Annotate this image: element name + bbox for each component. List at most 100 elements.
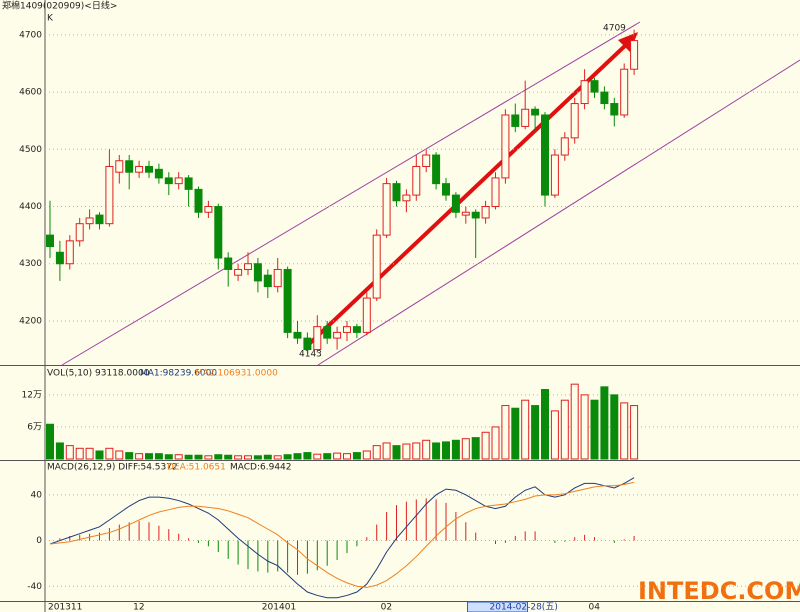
volume-bar	[422, 439, 431, 460]
candle-body	[224, 257, 233, 270]
candle-body	[323, 326, 332, 339]
volume-bar	[432, 442, 441, 460]
candle-body	[432, 154, 441, 185]
candle-body	[402, 194, 411, 202]
volume-bar	[313, 453, 322, 460]
volume-bar	[145, 453, 153, 460]
candle-body	[194, 188, 203, 213]
candle-body	[65, 240, 74, 265]
volume-bar	[362, 450, 371, 460]
candle-body	[313, 326, 322, 351]
volume-bar	[343, 453, 351, 460]
candle-body	[263, 274, 272, 288]
candle-body	[115, 160, 124, 173]
volume-bar	[402, 443, 411, 460]
volume-bar	[442, 441, 450, 460]
volume-bar	[590, 399, 599, 460]
volume-bar	[521, 399, 530, 460]
candle-body	[273, 268, 282, 288]
y-tick-label: 12万	[22, 390, 42, 400]
volume-bar	[105, 447, 114, 460]
volume-bar	[471, 437, 480, 460]
volume-bar	[55, 442, 64, 460]
trend-channel	[61, 21, 641, 366]
candle-body	[550, 154, 559, 196]
volume-bar	[135, 453, 144, 460]
candle-body	[491, 177, 500, 208]
legend: VOL(5,10) 93118.0000	[47, 369, 150, 379]
volume-bar	[323, 453, 332, 460]
candle-body	[362, 297, 371, 333]
candle-body	[610, 103, 619, 116]
volume-bar	[560, 399, 569, 460]
candle-body	[521, 108, 530, 127]
volume-bar	[620, 402, 629, 460]
candle-body	[451, 194, 460, 213]
candle-body	[234, 268, 243, 276]
candle-body	[135, 165, 144, 173]
candle-body	[531, 108, 540, 116]
candle-body	[580, 80, 589, 105]
x-tick-label: 04	[589, 603, 601, 612]
volume-bar	[491, 426, 500, 460]
volume-bar	[352, 452, 361, 460]
volume-bar	[481, 431, 490, 460]
volume-bar	[75, 447, 84, 460]
legend: MACD:6.9442	[230, 463, 292, 473]
candle-body	[204, 206, 213, 213]
candle-body	[154, 168, 163, 179]
candle-body	[293, 331, 302, 339]
volume-bar	[253, 455, 262, 460]
y-tick-label: 4600	[19, 88, 42, 98]
volume-bar	[174, 454, 183, 460]
candle-body	[511, 114, 520, 127]
candle-body	[343, 326, 351, 333]
macd-line	[49, 477, 635, 599]
volume-bar	[293, 453, 302, 460]
volume-bar	[65, 445, 74, 460]
volume-bar	[541, 389, 549, 460]
candle-body	[570, 103, 579, 139]
candle-body	[164, 177, 173, 185]
watermark: INTEDC.COM	[638, 577, 800, 605]
volume-bar	[85, 447, 94, 460]
candle-body	[125, 160, 134, 173]
volume-bar	[372, 445, 381, 460]
volume-bar	[234, 455, 243, 460]
candle-body	[382, 183, 391, 236]
volume-bar	[531, 405, 540, 460]
candle-body	[541, 114, 549, 196]
volume-bar	[570, 383, 579, 460]
candle-body	[352, 326, 361, 333]
trend-channel	[317, 59, 800, 366]
candle-body	[214, 206, 223, 259]
candle-body	[55, 251, 64, 265]
volume-bar	[610, 394, 619, 460]
arrow-head	[618, 32, 638, 52]
candle-body	[600, 91, 609, 105]
volume-bar	[214, 454, 223, 460]
x-tick-label: 201311	[48, 603, 82, 612]
volume-bar	[283, 454, 292, 460]
candle-body	[481, 206, 490, 219]
volume-bar	[224, 454, 233, 460]
candle-body	[620, 68, 629, 116]
candle-body	[184, 177, 193, 190]
cursor-label-box	[467, 601, 528, 612]
x-tick-label: 2014-02-28(五)	[490, 603, 558, 612]
volume-bar	[115, 450, 124, 460]
annotation: 4143	[299, 350, 322, 360]
candle-body	[501, 114, 510, 179]
volume-bar	[125, 452, 134, 460]
volume-bar	[501, 405, 510, 460]
volume-bar	[580, 394, 589, 460]
y-tick-label: 4500	[19, 145, 42, 155]
candle-body	[244, 263, 252, 270]
volume-bar	[511, 407, 520, 460]
candle-body	[85, 217, 94, 225]
trend-arrow	[306, 41, 630, 347]
candle-body	[303, 337, 312, 351]
y-tick-label: 40	[31, 490, 43, 500]
candle-body	[442, 183, 450, 196]
